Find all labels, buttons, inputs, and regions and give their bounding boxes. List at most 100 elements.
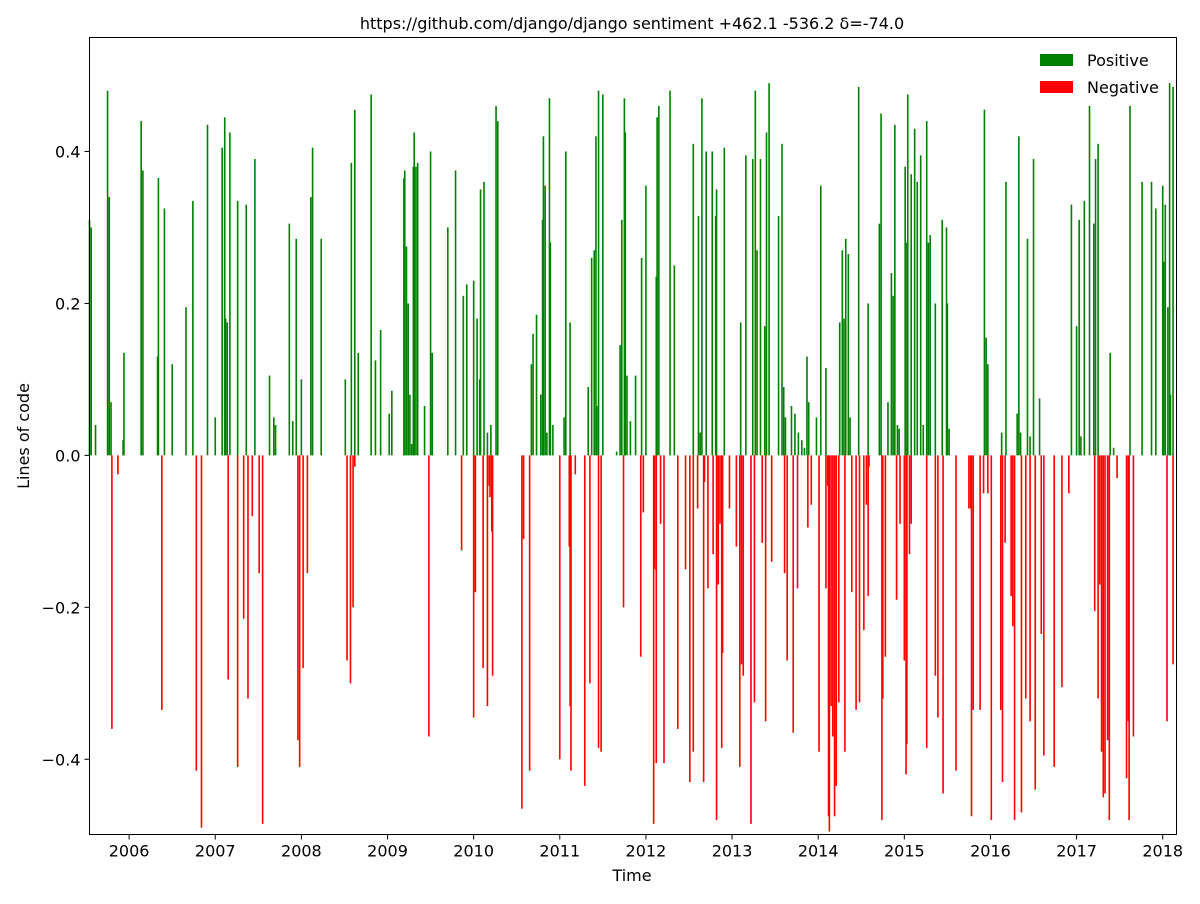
- negative-bar: [1128, 455, 1130, 821]
- positive-bar: [587, 386, 590, 456]
- positive-bar: [388, 413, 391, 456]
- negative-bar: [1013, 455, 1016, 821]
- positive-bar: [669, 90, 671, 456]
- negative-bar: [905, 455, 907, 775]
- positive-bar: [595, 136, 597, 456]
- positive-bar: [844, 238, 847, 456]
- negative-bar: [908, 455, 911, 555]
- positive-bar: [224, 318, 227, 456]
- y-axis-ticks: −0.4 −0.2 0.0 0.2 0.4: [42, 142, 90, 769]
- negative-bar: [825, 455, 827, 589]
- positive-bar: [223, 117, 226, 456]
- positive-bar: [597, 90, 600, 456]
- x-tick-label: 2014: [798, 842, 839, 861]
- positive-bar: [801, 440, 803, 456]
- negative-bar: [818, 455, 820, 752]
- positive-bar: [483, 181, 485, 456]
- positive-bar: [629, 421, 632, 456]
- negative-bar: [482, 455, 484, 669]
- positive-bar: [268, 375, 271, 456]
- positive-bar: [274, 424, 277, 456]
- negative-bar: [721, 455, 724, 653]
- positive-bar: [714, 216, 717, 456]
- positive-bar: [413, 132, 416, 456]
- positive-bar: [403, 178, 405, 456]
- y-tick-label: −0.2: [42, 598, 81, 617]
- negative-bar: [692, 455, 695, 752]
- positive-bar: [593, 250, 596, 456]
- positive-bar: [878, 223, 881, 456]
- positive-bar: [465, 284, 468, 456]
- x-tick-label: 2012: [626, 842, 667, 861]
- x-tick-label: 2007: [195, 842, 236, 861]
- positive-bar: [495, 105, 497, 456]
- negative-bar: [934, 455, 937, 676]
- positive-bar: [245, 204, 248, 456]
- negative-bar: [906, 455, 908, 745]
- negative-bar: [349, 455, 352, 684]
- positive-bar: [590, 257, 593, 456]
- negative-bar: [589, 455, 591, 684]
- negative-bar: [558, 455, 561, 760]
- positive-bar: [1168, 83, 1171, 456]
- negative-bar: [117, 455, 119, 475]
- positive-bar: [596, 405, 598, 456]
- positive-bar: [922, 424, 925, 456]
- positive-bar: [565, 151, 567, 456]
- positive-bar: [310, 197, 312, 456]
- positive-bar: [1150, 181, 1153, 456]
- negative-bar: [597, 455, 600, 748]
- legend-swatch-negative: [1040, 81, 1073, 93]
- positive-bar: [391, 390, 393, 456]
- positive-bar: [806, 356, 808, 456]
- negative-bar: [740, 455, 743, 665]
- positive-bar: [486, 432, 489, 456]
- positive-bar: [847, 254, 850, 456]
- positive-bar: [751, 159, 754, 456]
- positive-bar: [825, 368, 827, 456]
- positive-bar: [1167, 307, 1169, 456]
- negative-bar: [715, 455, 718, 821]
- negative-bar: [863, 455, 865, 631]
- positive-bar: [192, 200, 194, 456]
- positive-bar: [206, 124, 209, 456]
- positive-bar: [756, 250, 758, 456]
- negative-bar: [881, 455, 883, 821]
- negative-bar: [227, 455, 229, 680]
- positive-bar: [479, 189, 482, 456]
- x-tick-label: 2018: [1142, 842, 1183, 861]
- positive-bar: [1161, 185, 1164, 456]
- positive-bar: [540, 394, 542, 456]
- negative-bar: [346, 455, 348, 661]
- negative-bar: [659, 455, 662, 524]
- positive-bar: [768, 83, 770, 456]
- negative-bar: [742, 455, 745, 676]
- positive-bar: [1172, 86, 1174, 456]
- positive-bar: [673, 265, 676, 456]
- positive-bar: [476, 318, 478, 456]
- chart-title: https://github.com/django/django sentime…: [360, 14, 904, 33]
- positive-bar: [106, 90, 109, 456]
- legend-label-positive: Positive: [1087, 51, 1149, 70]
- positive-bar: [790, 405, 793, 456]
- negative-bar: [867, 455, 869, 596]
- positive-bar: [896, 424, 899, 456]
- negative-bar: [491, 455, 494, 676]
- x-tick-label: 2013: [712, 842, 753, 861]
- negative-bar: [764, 455, 767, 722]
- positive-bar: [987, 364, 989, 456]
- negative-bar: [1029, 455, 1031, 722]
- positive-bar: [431, 352, 434, 456]
- positive-bar: [1169, 394, 1172, 456]
- x-tick-label: 2011: [539, 842, 580, 861]
- positive-bar: [273, 417, 275, 456]
- positive-bar: [403, 170, 406, 456]
- positive-bar: [715, 189, 718, 456]
- positive-bar: [405, 246, 408, 456]
- negative-bar: [1043, 455, 1045, 756]
- positive-bar: [1112, 447, 1115, 456]
- legend-label-negative: Negative: [1087, 78, 1159, 97]
- negative-bar: [1040, 455, 1043, 634]
- positive-bar: [1038, 398, 1041, 456]
- positive-bar: [619, 345, 621, 456]
